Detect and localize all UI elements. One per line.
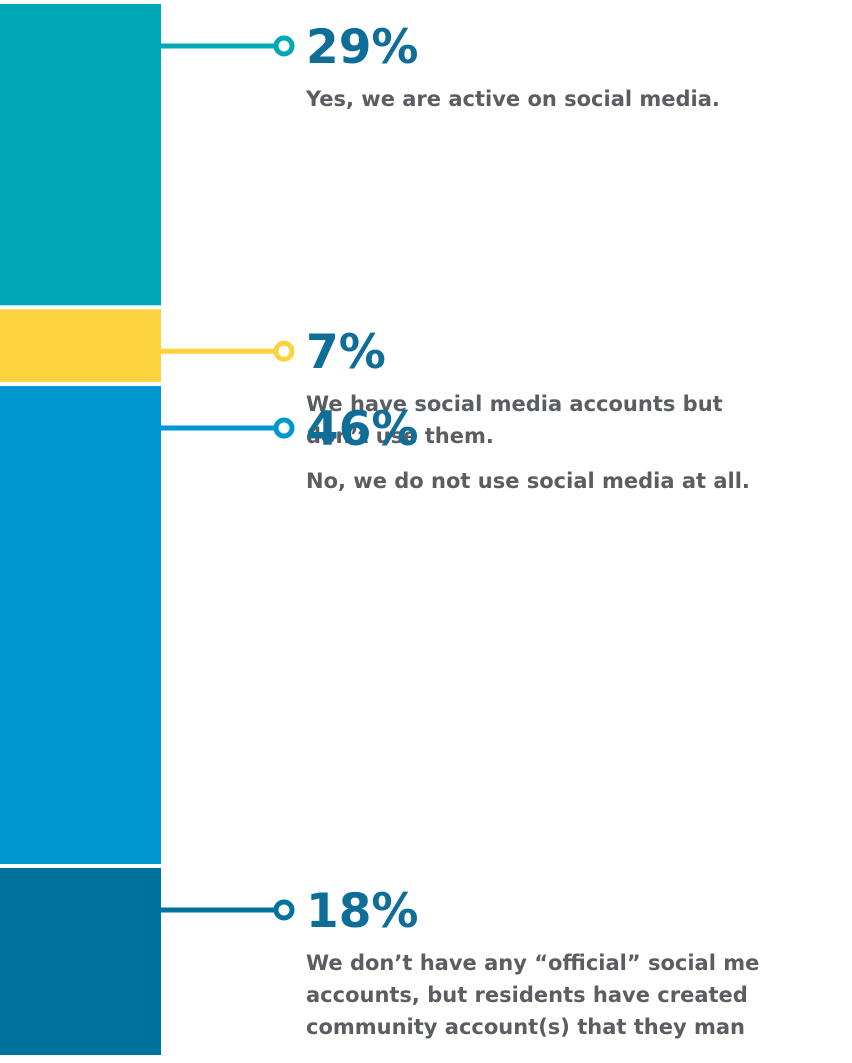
description-line: We have social media accounts but <box>306 392 723 417</box>
percent-label-3: 46% <box>306 402 419 458</box>
connector-ring-2 <box>273 340 295 362</box>
connector-ring-4 <box>273 899 295 921</box>
description-line: don’t use them. <box>306 424 494 449</box>
description-line: accounts, but residents have created <box>306 982 748 1007</box>
description-line: We don’t have any “official” social me <box>306 950 760 975</box>
description-3: No, we do not use social media at all. <box>306 465 750 497</box>
description-4: We don’t have any “official” social me ac… <box>306 947 759 1043</box>
description-1: Yes, we are active on social media. <box>306 83 720 115</box>
bar-segment-2 <box>0 309 161 383</box>
percent-label-1: 29% <box>306 20 419 75</box>
percent-label-4: 18% <box>306 883 419 939</box>
percent-label-2: 7% <box>306 325 386 381</box>
connector-ring-1 <box>273 35 295 57</box>
description-2: We have social media accounts but don’t u… <box>306 388 723 452</box>
description-line: Yes, we are active on social media. <box>306 87 720 111</box>
description-line: No, we do not use social media at all. <box>306 469 750 494</box>
description-line: community account(s) that they man <box>306 1014 745 1039</box>
bar-segment-3 <box>0 386 161 864</box>
connector-ring-3 <box>273 417 295 439</box>
bar-segment-1 <box>0 4 161 306</box>
bar-segment-4 <box>0 867 161 1055</box>
